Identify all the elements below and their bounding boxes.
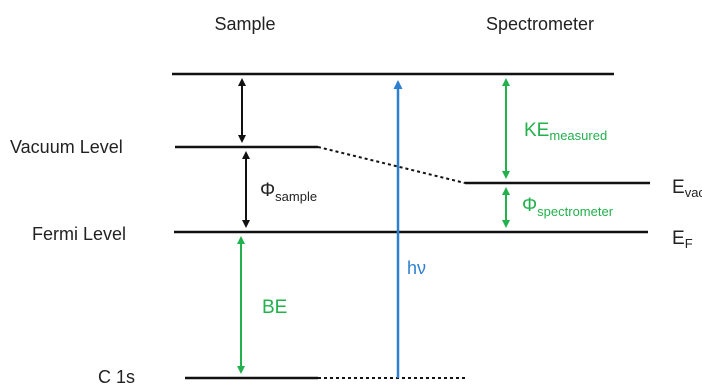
e-f-subscript: F	[685, 236, 693, 251]
e-vac-symbol: E	[672, 177, 685, 198]
ke-symbol: KE	[524, 120, 549, 141]
e-vac-label: Evac	[672, 177, 702, 200]
phi-spectrometer-label: Φspectrometer	[522, 195, 614, 219]
ke-subscript: measured	[549, 128, 607, 143]
phi-spectrometer-subscript: spectrometer	[537, 204, 614, 219]
phi-sample-label: Φsample	[260, 180, 317, 204]
core-level-label: C 1s	[98, 367, 135, 385]
e-f-label: EF	[672, 228, 693, 251]
ke-measured-label: KEmeasured	[524, 120, 607, 143]
fermi-level-label: Fermi Level	[32, 224, 126, 244]
binding-energy-label: BE	[262, 297, 287, 318]
phi-spectrometer-symbol: Φ	[522, 195, 537, 216]
vacuum-level-connector	[317, 146, 466, 184]
phi-sample-subscript: sample	[275, 189, 317, 204]
e-f-symbol: E	[672, 228, 685, 249]
spectrometer-column-header: Spectrometer	[486, 14, 594, 34]
sample-column-header: Sample	[214, 14, 275, 34]
photon-energy-label: hν	[407, 258, 426, 278]
e-vac-subscript: vac	[685, 185, 702, 200]
vacuum-level-label: Vacuum Level	[10, 137, 123, 157]
phi-sample-symbol: Φ	[260, 180, 275, 201]
